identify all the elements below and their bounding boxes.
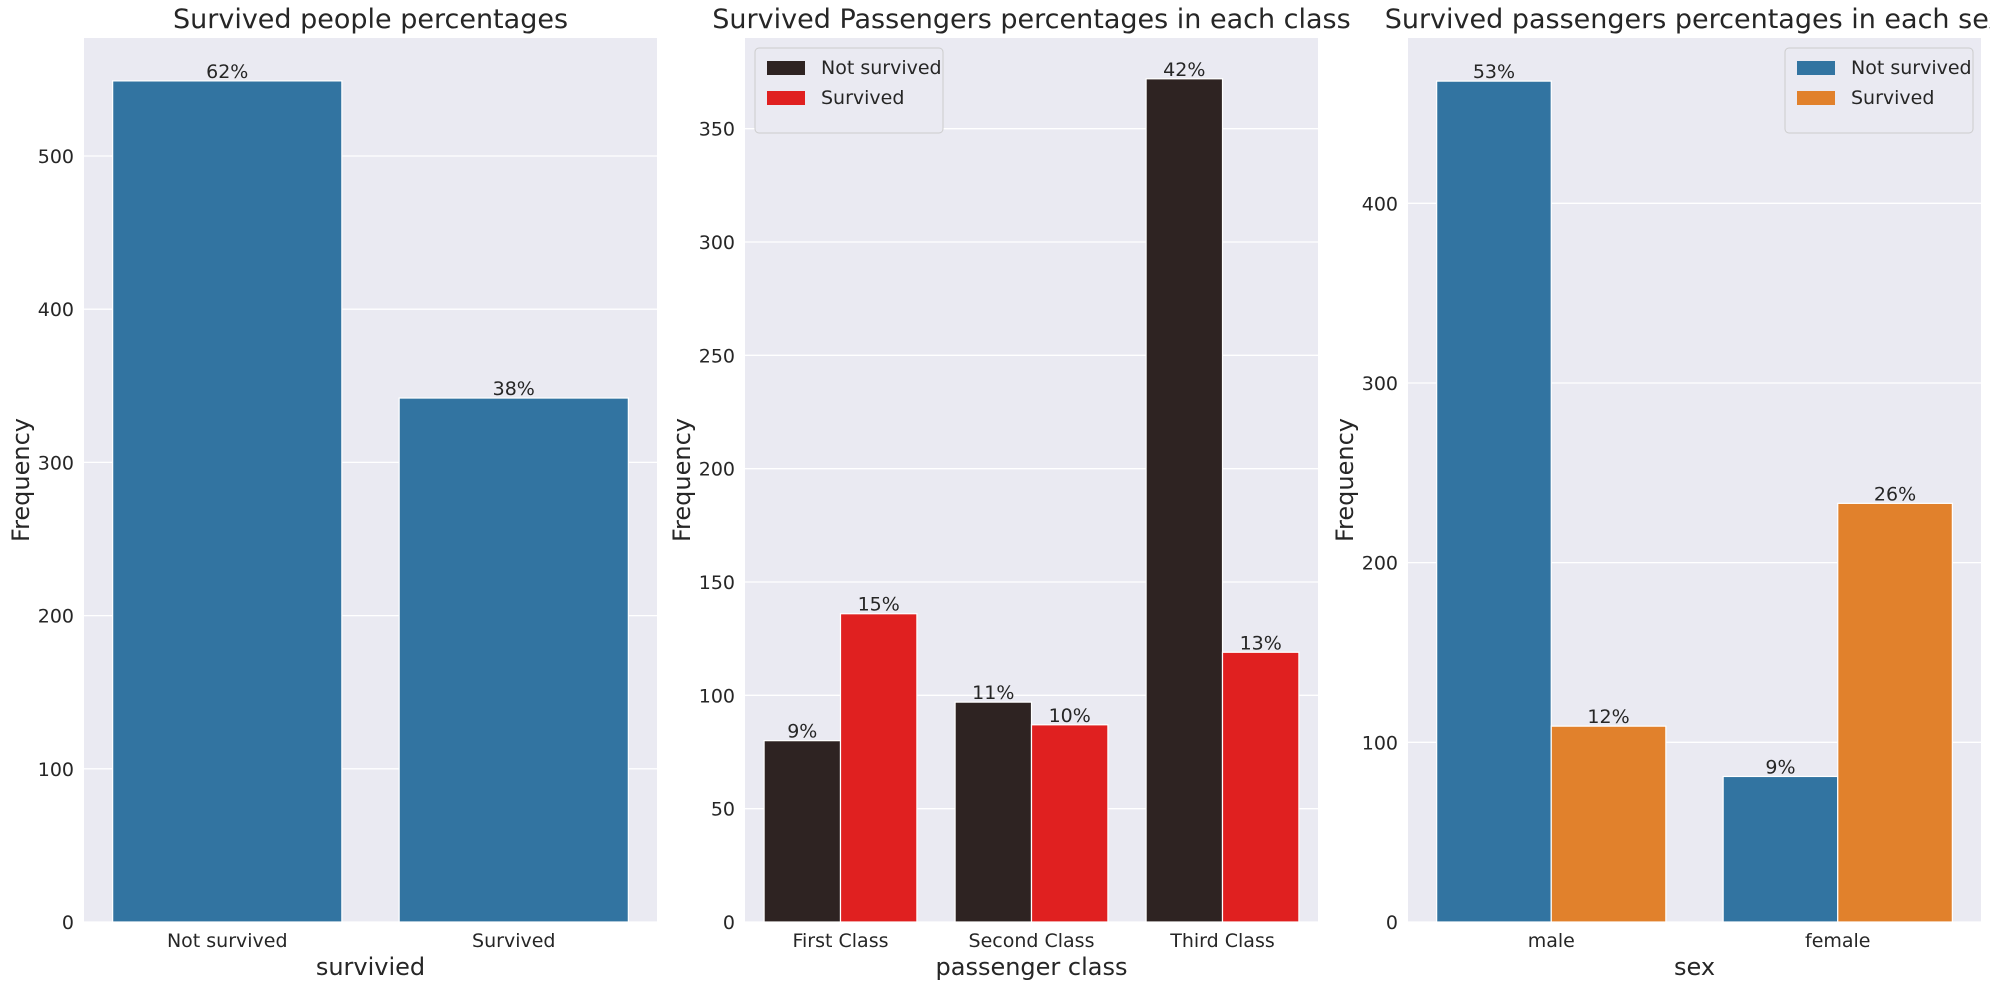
bar xyxy=(763,740,842,923)
y-tick-label: 200 xyxy=(1362,553,1398,575)
data-label: 10% xyxy=(1049,705,1091,727)
chart-panel-3: 0 100 200 300 400 male female 53% 9% 12% 26% Surviv… xyxy=(1331,4,1990,981)
data-label: 9% xyxy=(1765,756,1795,778)
y-axis-label: Frequency xyxy=(7,418,35,542)
data-label: 13% xyxy=(1240,632,1282,654)
data-label: 42% xyxy=(1163,59,1205,81)
data-label: 9% xyxy=(787,721,817,743)
chart-panel-1: 0 100 200 300 400 500 Not survived Survived 62% 3… xyxy=(7,4,657,981)
x-tick-label: Survived xyxy=(472,930,555,952)
y-tick-label: 400 xyxy=(38,299,74,321)
x-axis-label: passenger class xyxy=(936,953,1128,981)
y-tick-label: 300 xyxy=(38,452,74,474)
bar-series-2: 15% 10% 13% xyxy=(839,594,1300,923)
bar xyxy=(112,80,343,923)
y-tick-label: 150 xyxy=(699,572,735,594)
bar xyxy=(839,613,918,923)
legend-swatch xyxy=(767,91,805,105)
y-tick-label: 250 xyxy=(699,345,735,367)
y-tick-label: 100 xyxy=(699,685,735,707)
data-label: 11% xyxy=(972,682,1014,704)
y-tick-label: 200 xyxy=(699,459,735,481)
legend-swatch xyxy=(1797,61,1835,75)
data-label: 53% xyxy=(1473,61,1515,83)
data-label: 12% xyxy=(1587,706,1629,728)
legend-swatch xyxy=(767,61,805,75)
data-label: 26% xyxy=(1874,483,1916,505)
data-label: 38% xyxy=(493,378,535,400)
bar xyxy=(1436,80,1552,923)
y-tick-label: 0 xyxy=(62,912,74,934)
y-tick-label: 500 xyxy=(38,146,74,168)
bar-series-1: 62% 38% xyxy=(112,61,629,923)
legend-label: Not survived xyxy=(821,57,942,79)
x-axis-label: sex xyxy=(1674,953,1715,981)
chart-title: Survived passengers percentages in each … xyxy=(1385,4,1990,35)
bar xyxy=(1722,775,1839,923)
data-label: 62% xyxy=(206,61,248,83)
y-tick-label: 50 xyxy=(711,799,735,821)
legend: Not survived Survived xyxy=(754,47,944,134)
x-tick-label: female xyxy=(1805,930,1871,952)
y-tick-label: 0 xyxy=(723,912,735,934)
y-tick-label: 100 xyxy=(38,759,74,781)
chart-title: Survived people percentages xyxy=(173,4,568,35)
y-tick-label: 100 xyxy=(1362,732,1398,754)
x-tick-label: First Class xyxy=(792,930,888,952)
bar-series-1: 53% 9% xyxy=(1436,61,1839,923)
data-label: 15% xyxy=(858,594,900,616)
x-tick-label: Not survived xyxy=(167,930,288,952)
legend-label: Survived xyxy=(1851,87,1934,109)
bar-series-2: 12% 26% xyxy=(1550,483,1953,923)
bar xyxy=(1550,725,1667,923)
y-tick-label: 200 xyxy=(38,606,74,628)
y-axis-label: Frequency xyxy=(668,418,696,542)
chart-panel-2: 0 50 100 150 200 250 300 350 First Class Second C… xyxy=(668,4,1351,981)
x-tick-label: Second Class xyxy=(969,930,1095,952)
y-tick-label: 300 xyxy=(699,232,735,254)
y-tick-label: 0 xyxy=(1386,912,1398,934)
legend-label: Survived xyxy=(821,87,904,109)
bar-series-1: 9% 11% 42% xyxy=(763,59,1224,923)
bar xyxy=(398,397,629,923)
bar xyxy=(1030,724,1109,923)
legend: Not survived Survived xyxy=(1784,47,1974,134)
x-tick-label: male xyxy=(1528,930,1575,952)
legend-label: Not survived xyxy=(1851,57,1972,79)
bar xyxy=(1221,651,1300,923)
chart-title: Survived Passengers percentages in each … xyxy=(712,4,1350,35)
y-tick-label: 400 xyxy=(1362,193,1398,215)
bar xyxy=(1837,502,1953,923)
y-tick-label: 350 xyxy=(699,119,735,141)
y-axis-label: Frequency xyxy=(1331,418,1359,542)
x-tick-label: Third Class xyxy=(1169,930,1275,952)
y-tick-label: 300 xyxy=(1362,373,1398,395)
legend-swatch xyxy=(1797,91,1835,105)
bar xyxy=(1145,78,1224,923)
bar xyxy=(954,701,1033,923)
x-axis-label: survivied xyxy=(316,953,425,981)
